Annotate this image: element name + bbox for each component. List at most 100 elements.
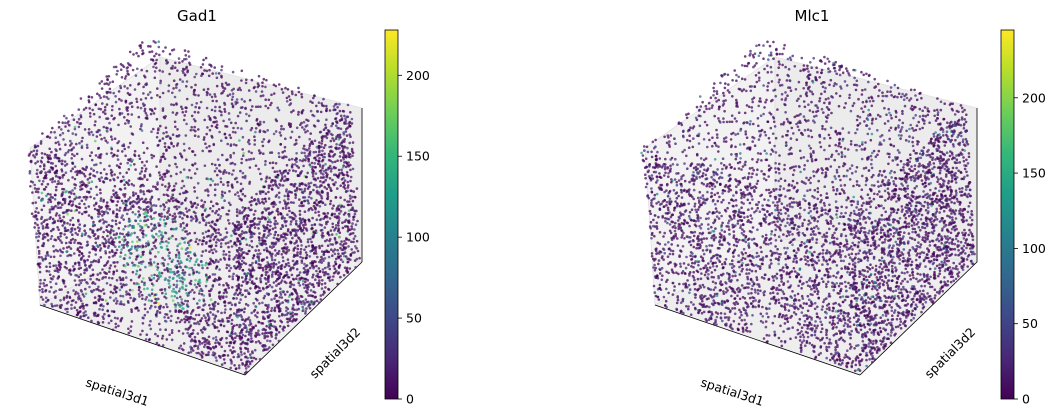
scatter-point	[97, 299, 101, 303]
scatter-point	[328, 239, 331, 243]
scatter-point	[154, 313, 158, 317]
scatter-point	[212, 308, 216, 311]
scatter-point	[118, 221, 121, 224]
scatter-point	[78, 211, 81, 214]
scatter-point	[272, 263, 276, 266]
scatter-point	[261, 301, 264, 305]
scatter-point	[278, 200, 282, 204]
scatter-point	[183, 226, 186, 230]
scatter-point	[127, 208, 130, 212]
scatter-point	[159, 204, 162, 208]
scatter-point	[206, 177, 210, 181]
scatter-point	[251, 261, 254, 265]
scatter-point	[315, 199, 318, 202]
scatter-point	[137, 154, 141, 157]
scatter-point	[60, 168, 63, 171]
scatter-point	[106, 309, 109, 313]
scatter-point	[205, 273, 208, 277]
scatter-point	[57, 180, 60, 183]
scatter-point	[166, 134, 170, 138]
scatter-point	[199, 260, 203, 263]
scatter-point	[170, 314, 173, 318]
scatter-point	[189, 324, 193, 327]
scatter-point	[175, 283, 179, 287]
scatter-point	[254, 127, 258, 130]
scatter-point	[209, 200, 213, 203]
scatter-point	[131, 289, 134, 292]
scatter-point	[214, 315, 218, 318]
scatter-point	[161, 337, 164, 340]
scatter-point	[116, 149, 120, 152]
scatter-point	[339, 151, 342, 154]
scatter-point	[300, 111, 304, 114]
scatter-point	[274, 325, 277, 329]
scatter-point	[142, 192, 146, 196]
scatter-point	[259, 277, 262, 280]
scatter-point	[117, 245, 121, 248]
scatter-point	[205, 132, 208, 136]
scatter-point	[37, 255, 41, 259]
scatter-point	[213, 120, 216, 124]
scatter-point	[184, 230, 187, 233]
scatter-point	[127, 224, 130, 228]
scatter-point	[277, 331, 281, 334]
scatter-point	[261, 190, 265, 194]
scatter-point	[130, 113, 134, 116]
scatter-point	[83, 202, 86, 206]
scatter-point	[196, 302, 199, 305]
scatter-point	[93, 163, 96, 167]
scatter-point	[186, 305, 190, 308]
scatter-point	[74, 290, 78, 294]
scatter-point	[100, 137, 103, 141]
scatter-point	[77, 267, 81, 271]
scatter-point	[334, 166, 338, 170]
scatter-point	[173, 272, 176, 276]
scatter-point	[59, 266, 62, 269]
scatter-point	[162, 115, 166, 119]
scatter-point	[304, 298, 308, 301]
scatter-point	[83, 229, 86, 232]
scatter-point	[80, 199, 84, 203]
scatter-point	[201, 331, 204, 334]
scatter-point	[170, 338, 174, 342]
scatter-point	[211, 322, 215, 326]
scatter-point	[177, 57, 181, 60]
scatter-point	[147, 44, 150, 48]
scatter-point	[336, 187, 339, 190]
scatter-point	[319, 298, 323, 301]
scatter-point	[157, 250, 160, 254]
scatter-point	[275, 252, 279, 255]
scatter-point	[318, 144, 321, 148]
scatter-point	[282, 232, 285, 235]
scatter-point	[97, 285, 100, 289]
scatter-point	[300, 202, 303, 205]
scatter-point	[83, 224, 86, 228]
scatter-point	[106, 302, 109, 306]
scatter-point	[225, 263, 229, 267]
scatter-point	[304, 312, 307, 315]
scatter-point	[328, 164, 332, 168]
scatter-point	[92, 312, 96, 315]
scatter-point	[325, 222, 328, 226]
scatter-point	[117, 227, 121, 230]
scatter-point	[70, 142, 73, 145]
scatter-point	[264, 282, 268, 285]
scatter-point	[252, 254, 256, 257]
scatter-point	[243, 289, 247, 292]
scatter-point	[127, 301, 130, 304]
scatter-point	[40, 222, 43, 225]
scatter-point	[302, 267, 306, 270]
scatter-point	[329, 139, 333, 143]
scatter-point	[131, 68, 135, 72]
scatter-point	[115, 208, 119, 211]
scatter-point	[157, 171, 161, 174]
scatter-point	[118, 196, 121, 200]
scatter-point	[122, 228, 125, 231]
scatter-point	[138, 157, 142, 160]
scatter-point	[86, 240, 89, 244]
scatter-point	[106, 260, 110, 263]
scatter-point	[339, 159, 343, 162]
scatter-point	[36, 190, 40, 194]
scatter-point	[231, 277, 235, 281]
scatter-point	[123, 116, 126, 119]
